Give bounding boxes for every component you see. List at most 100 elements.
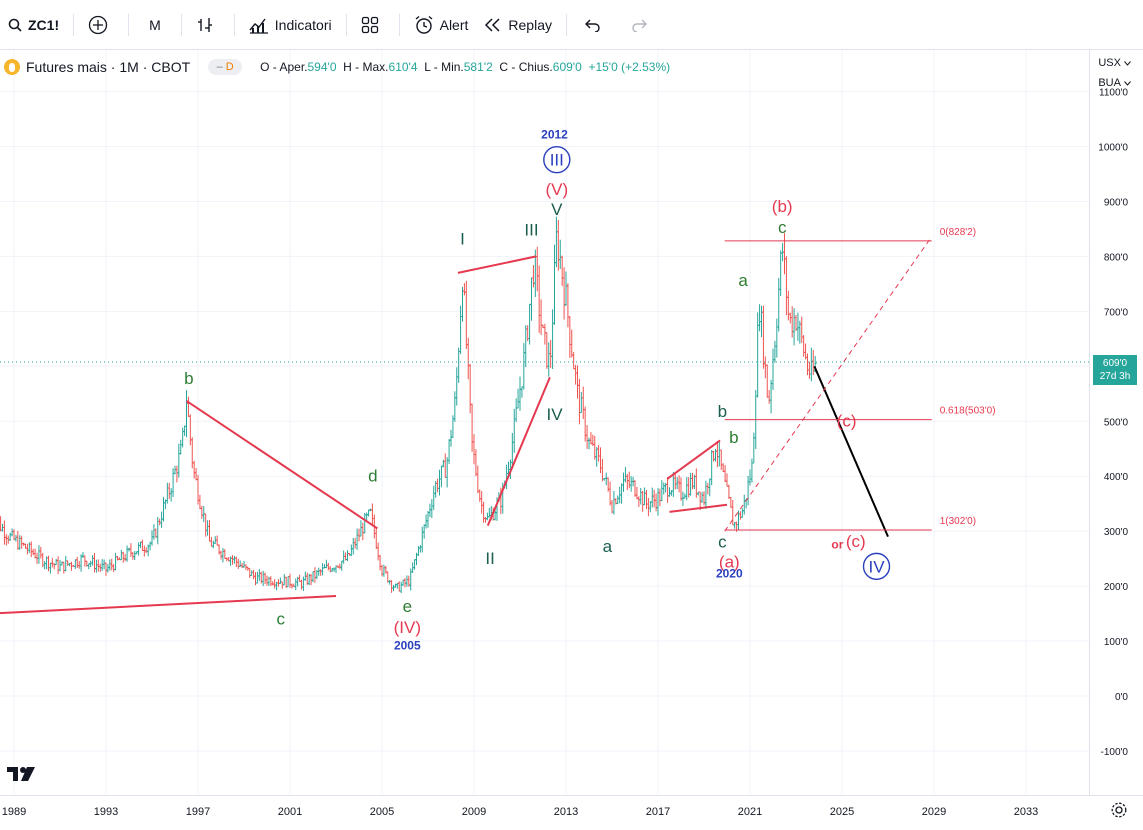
wave-circle	[543, 146, 571, 174]
wave-label: I	[460, 229, 465, 248]
x-tick-label: 2029	[922, 806, 946, 818]
undo-icon	[585, 19, 600, 32]
open-label: O - Aper.	[260, 60, 308, 74]
alert-button[interactable]: Alert	[406, 8, 477, 42]
toolbar-divider	[128, 13, 130, 36]
y-tick-label: 400'0	[1104, 472, 1129, 483]
price-chart[interactable]: 0(828'2) 0.618(503'0) 1(302'0) b c d e (IV)200…	[0, 50, 1089, 795]
toolbar-divider	[566, 13, 567, 36]
price-bars	[0, 216, 817, 594]
open-value: 594'0	[307, 60, 337, 74]
wave-labels: bcde(IV)2005IIIIIIIVV(V)2012abc(a)2020ab…	[184, 127, 891, 652]
grid-layout-icon	[361, 16, 378, 33]
bar-countdown: 27d 3h	[1099, 371, 1131, 382]
compare-button[interactable]	[80, 8, 122, 42]
last-price-value: 609'0	[1102, 358, 1128, 369]
settings-gear-icon[interactable]	[1110, 801, 1128, 819]
wave-label: 2005	[394, 638, 421, 652]
currency-label: USX	[1098, 57, 1121, 69]
ohlc-values: O - Aper.594'0 H - Max.610'4 L - Min.581…	[260, 60, 670, 74]
y-tick-label: 200'0	[1104, 582, 1129, 593]
redo-button[interactable]	[619, 8, 665, 42]
undo-button[interactable]	[573, 8, 619, 42]
symbol-search[interactable]: ZC1!	[0, 8, 67, 42]
market-status-badge[interactable]: – D	[208, 59, 243, 75]
wave-label: b	[718, 402, 727, 421]
high-label: H - Max.	[343, 60, 389, 74]
alarm-clock-icon	[415, 15, 433, 34]
x-tick-label: 1997	[186, 806, 210, 818]
fib-level-label: 1(302'0)	[940, 516, 976, 527]
wave-circle	[862, 552, 891, 581]
indicators-button[interactable]: Indicatori	[241, 8, 340, 42]
x-tick-label: 2017	[646, 806, 670, 818]
trend-line	[486, 376, 551, 527]
layouts-button[interactable]	[353, 8, 393, 42]
corn-coin-icon	[4, 59, 20, 75]
y-axis-ticks: 1100'01000'0900'0800'0700'0600'0500'0400…	[1098, 88, 1129, 758]
trend-line	[0, 594, 337, 615]
trend-line	[666, 439, 721, 480]
indicators-label: Indicatori	[274, 16, 332, 33]
wave-label: IV	[546, 405, 563, 424]
interval-label: M	[149, 16, 161, 33]
y-tick-label: 700'0	[1104, 307, 1129, 318]
alert-label: Alert	[439, 16, 469, 33]
fib-levels: 0(828'2) 0.618(503'0) 1(302'0)	[724, 227, 996, 531]
wave-label: 2012	[541, 127, 568, 141]
toolbar-divider	[73, 13, 75, 36]
wave-label: III	[524, 221, 538, 240]
x-tick-label: 1989	[2, 806, 26, 818]
x-tick-label: 2033	[1014, 806, 1038, 818]
wave-label: c	[778, 218, 787, 237]
x-axis-ticks: 1989 1993 1997 2001 2005 2009 2013 2017 2021 2025…	[2, 806, 1038, 818]
time-axis[interactable]: 1989 1993 1997 2001 2005 2009 2013 2017 2021 2025…	[0, 795, 1143, 830]
trend-line	[185, 400, 378, 530]
x-tick-label: 2001	[278, 806, 302, 818]
wave-label: b	[184, 369, 193, 388]
wave-label: or	[831, 538, 843, 552]
wave-label: II	[485, 549, 494, 568]
x-tick-label: 2021	[738, 806, 762, 818]
wave-label: a	[738, 271, 748, 290]
fib-level-label: 0.618(503'0)	[940, 406, 996, 417]
high-value: 610'4	[388, 60, 418, 74]
last-price-tag: 609'0 27d 3h	[1093, 355, 1137, 385]
wave-label: b	[729, 428, 738, 447]
indicators-icon	[249, 18, 268, 34]
replay-button[interactable]: Replay	[476, 8, 560, 42]
y-tick-label: 0'0	[1115, 692, 1128, 703]
unit-selector[interactable]: BUA	[1090, 74, 1143, 92]
wave-label: e	[403, 597, 412, 616]
dashed-trend-line	[724, 239, 930, 532]
wave-label: a	[603, 537, 613, 556]
close-label: C - Chius.	[499, 60, 553, 74]
legend-title[interactable]: Futures mais · 1M · CBOT	[26, 59, 191, 75]
wave-label: (c)	[846, 532, 866, 551]
wave-label: (c)	[837, 412, 857, 431]
x-tick-label: 2013	[554, 806, 578, 818]
price-axis[interactable]: USX BUA 1100'01000'0900'0800'0700'0600'0…	[1089, 50, 1143, 795]
toolbar-divider	[398, 13, 400, 36]
low-label: L - Min.	[424, 60, 464, 74]
currency-selector[interactable]: USX	[1090, 52, 1143, 74]
wave-label: c	[718, 533, 727, 552]
y-tick-label: -100'0	[1101, 747, 1129, 758]
replay-label: Replay	[508, 16, 552, 33]
y-tick-label: 1000'0	[1098, 143, 1128, 154]
change-value: +15'0 (+2.53%)	[588, 60, 671, 74]
y-tick-label: 300'0	[1104, 527, 1129, 538]
y-tick-label: 1100'0	[1099, 88, 1128, 99]
chart-type-button[interactable]	[188, 8, 228, 42]
x-tick-label: 2025	[830, 806, 854, 818]
interval-button[interactable]: M	[135, 8, 175, 42]
trend-line	[457, 255, 537, 274]
tradingview-logo-icon[interactable]	[6, 764, 38, 784]
y-tick-label: 800'0	[1104, 252, 1129, 263]
rewind-icon	[485, 17, 500, 32]
wave-label: c	[277, 610, 286, 629]
fib-level-label: 0(828'2)	[940, 227, 976, 238]
toolbar-divider	[233, 13, 235, 36]
close-value: 609'0	[552, 60, 582, 74]
